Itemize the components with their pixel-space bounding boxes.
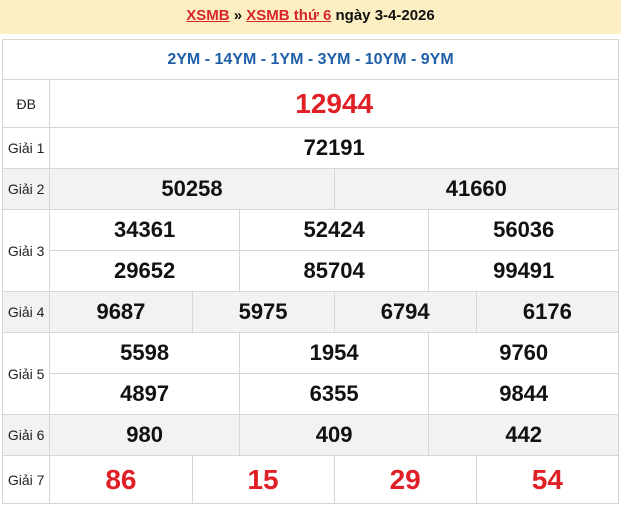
prize-number: 56036 [428,209,619,251]
prize-number: 54 [475,455,620,504]
xsmb-link[interactable]: XSMB [186,7,230,24]
prize-number: 5975 [191,291,335,333]
xsmb-friday-link[interactable]: XSMB thứ 6 [246,7,332,24]
prize-label: Giải 6 [1,414,51,456]
prize-number: 41660 [333,168,620,210]
prize-number: 29 [333,455,477,504]
prize-label: Giải 7 [1,455,51,504]
prize-label: ĐB [1,79,51,128]
prize-number: 6355 [238,373,430,415]
prize-number: 442 [428,414,619,456]
breadcrumb-separator: » [229,7,247,24]
results-table: 2YM - 14YM - 1YM - 3YM - 10YM - 9YM ĐB 12… [1,39,620,504]
prize-number: 1954 [238,332,430,374]
prize-label: Giải 3 [1,209,51,292]
prize-number: 86 [49,455,193,504]
prize-number: 5598 [49,332,240,374]
page-header: XSMB » XSMB thứ 6 ngày 3-4-2026 [0,0,621,34]
prize-number: 15 [191,455,335,504]
prize-number: 34361 [49,209,240,251]
prize-label: Giải 4 [1,291,51,333]
prize-number: 9687 [49,291,193,333]
prize-number: 6176 [475,291,620,333]
prize-number: 72191 [49,127,619,169]
prize-number: 6794 [333,291,477,333]
prize-number: 52424 [238,209,430,251]
prize-number: 4897 [49,373,240,415]
prize-number: 50258 [49,168,335,210]
draw-date: ngày 3-4-2026 [331,7,435,24]
prize-number: 980 [49,414,240,456]
prize-number: 9760 [428,332,619,374]
prize-number: 9844 [428,373,619,415]
prize-label: Giải 5 [1,332,51,415]
prize-label: Giải 1 [1,127,51,169]
special-prize-number: 12944 [49,79,619,128]
prize-number: 409 [238,414,430,456]
prize-number: 85704 [238,250,430,292]
prize-label: Giải 2 [1,168,51,210]
prize-number: 99491 [428,250,619,292]
prize-number: 29652 [49,250,240,292]
special-codes: 2YM - 14YM - 1YM - 3YM - 10YM - 9YM [2,39,619,80]
